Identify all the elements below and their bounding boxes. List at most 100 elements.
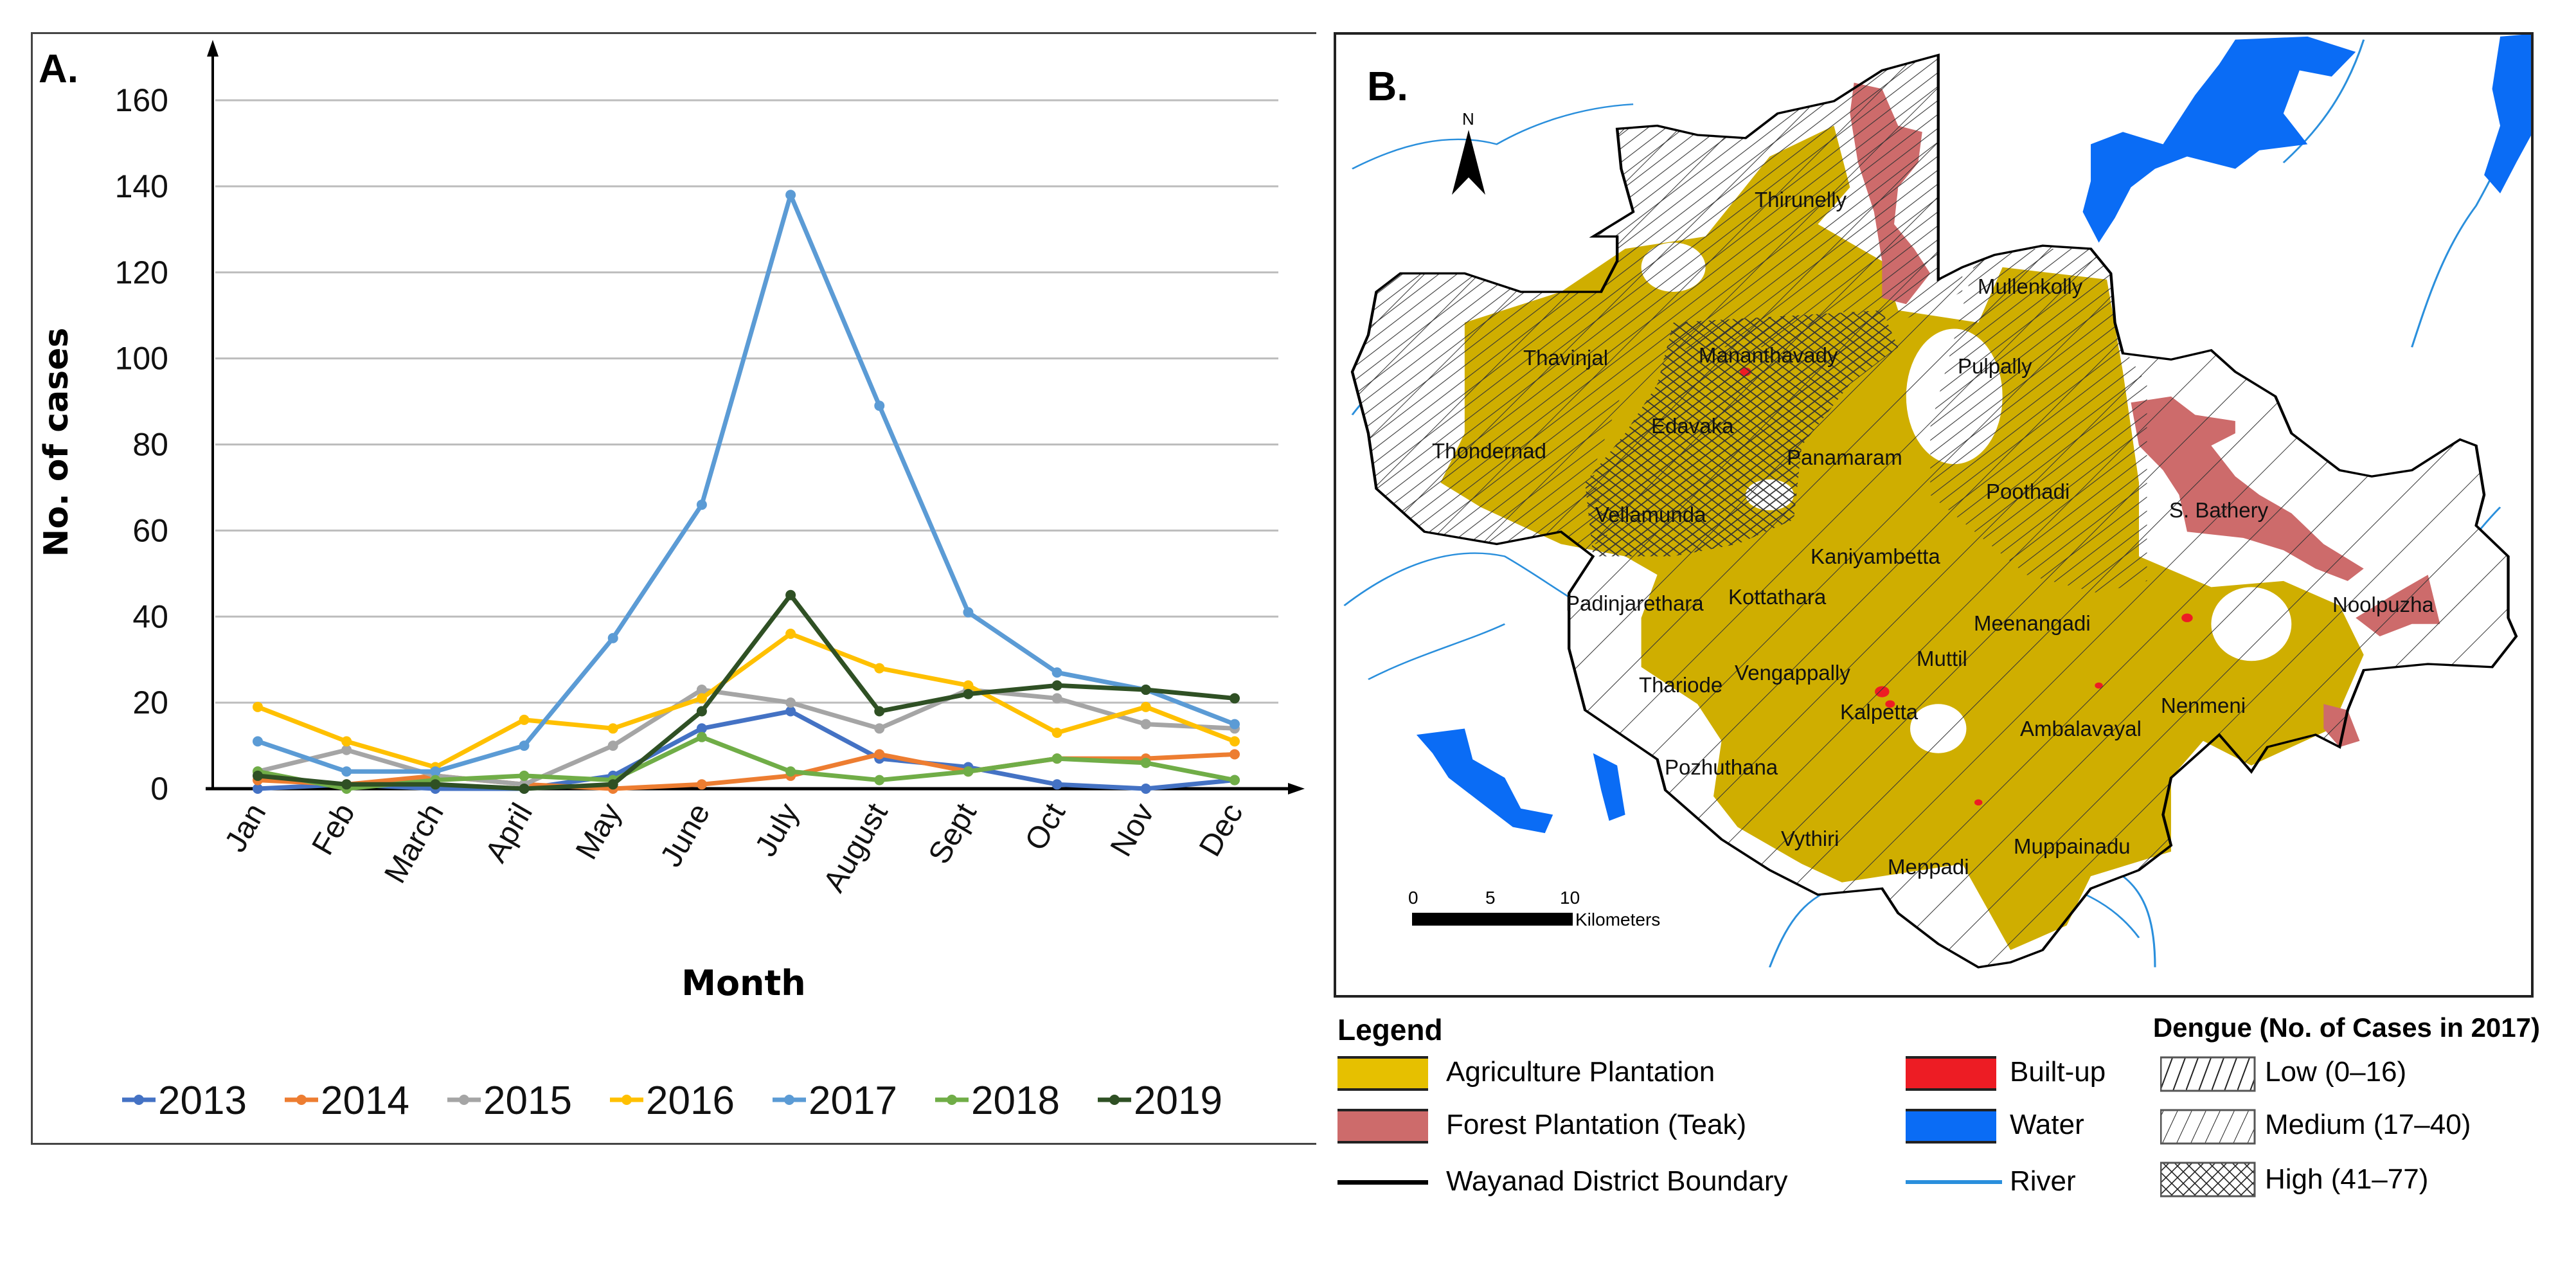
x-tick-label: April (479, 798, 539, 868)
data-point-2018 (1230, 775, 1240, 785)
legend-item-2016: 2016 (610, 1079, 735, 1123)
data-point-2013 (253, 784, 263, 794)
series-group (253, 190, 1240, 794)
place-label: Pozhuthana (1665, 755, 1778, 779)
x-tick-label: August (817, 798, 895, 898)
y-tick-label: 160 (115, 82, 168, 118)
legend-marker-icon (459, 1095, 469, 1105)
boundary-line-swatch (1337, 1180, 1428, 1185)
chart-legend: 2013 2014 2015 2016 2017 2018 2019 (122, 1079, 1222, 1123)
legend-label: 2013 (158, 1079, 247, 1123)
data-point-2017 (1230, 719, 1240, 730)
data-point-2016 (607, 723, 618, 734)
y-tick-label: 60 (132, 512, 168, 548)
place-label: S. Bathery (2169, 498, 2269, 522)
series-2016 (253, 629, 1240, 773)
scale-bar (1412, 913, 1573, 926)
y-tick-label: 40 (132, 598, 168, 634)
panel-label-b: B. (1367, 63, 1408, 109)
data-point-2017 (607, 632, 618, 643)
legend-teak: Forest Plantation (Teak) (1446, 1109, 1747, 1140)
legend-builtup: Built-up (2010, 1056, 2106, 1088)
legend-medium: Medium (17–40) (2265, 1109, 2471, 1140)
place-labels: Thirunelly Mullenkolly Thavinjal Mananthava… (1432, 188, 2434, 879)
data-point-2014 (1230, 749, 1240, 760)
teak-swatch (1337, 1109, 1428, 1144)
x-tick-label: Dec (1193, 798, 1250, 862)
data-point-2019 (696, 706, 707, 717)
data-point-2016 (963, 680, 974, 691)
place-label: Meenangadi (1974, 611, 2091, 635)
dengue-hatch-swatches (2160, 1056, 2256, 1198)
data-point-2015 (696, 685, 707, 695)
legend-high: High (41–77) (2265, 1163, 2429, 1195)
data-point-2016 (341, 736, 352, 747)
place-label: Mullenkolly (1978, 274, 2083, 298)
river-line-swatch (1906, 1180, 2002, 1184)
agriculture-swatch (1337, 1056, 1428, 1091)
medium-hatch-swatch (2160, 1109, 2256, 1145)
legend-item-2017: 2017 (773, 1079, 897, 1123)
dengue-legend-title: Dengue (No. of Cases in 2017) (2152, 1012, 2540, 1043)
series-2015 (253, 685, 1240, 790)
x-tick-label: March (378, 798, 451, 889)
place-label: Thirunelly (1755, 188, 1847, 211)
data-point-2016 (785, 629, 796, 640)
place-label: Thondernad (1432, 439, 1546, 463)
place-label: Kottathara (1728, 585, 1827, 609)
place-label: Muttil (1917, 647, 1967, 670)
legend-item-2014: 2014 (285, 1079, 409, 1123)
data-point-2019 (963, 688, 974, 699)
legend-label: 2014 (321, 1079, 409, 1123)
data-point-2013 (1051, 779, 1062, 790)
legend-label: 2017 (809, 1079, 897, 1123)
data-point-2017 (874, 400, 885, 411)
x-axis-arrow-icon (1288, 783, 1305, 794)
series-2019 (253, 589, 1240, 794)
dengue-hatching (1352, 55, 2517, 967)
data-point-2018 (696, 731, 707, 742)
data-point-2015 (341, 744, 352, 755)
place-label: Vythiri (1781, 827, 1839, 850)
data-point-2015 (607, 740, 618, 751)
data-point-2018 (785, 766, 796, 777)
legend-marker-icon (622, 1095, 632, 1105)
data-point-2018 (963, 766, 974, 777)
series-line-2017 (256, 192, 1236, 774)
x-tick-label: May (569, 798, 628, 865)
data-point-2017 (1051, 667, 1062, 678)
data-point-2019 (1051, 680, 1062, 691)
low-hatch-swatch (2160, 1056, 2256, 1092)
chart-panel (31, 32, 1316, 1145)
x-tick-label: July (749, 798, 806, 862)
map-legend-title: Legend (1337, 1013, 1443, 1046)
legend-marker-icon (1109, 1095, 1120, 1105)
data-point-2016 (874, 663, 885, 674)
data-point-2013 (785, 706, 796, 717)
legend-item-2015: 2015 (447, 1079, 572, 1123)
legend-item-2019: 2019 (1098, 1079, 1222, 1123)
legend-label: 2015 (483, 1079, 572, 1123)
water-swatch (1906, 1109, 1996, 1144)
builtup-swatch (1906, 1056, 1996, 1091)
place-label: Edavaka (1651, 414, 1734, 438)
data-point-2019 (253, 770, 263, 781)
x-tick-labels: Jan Feb March April May June July August Sept Oct… (219, 798, 1250, 898)
place-label: Ambalavayal (2020, 717, 2142, 740)
y-tick-label: 120 (115, 255, 168, 291)
y-tick-labels: 0 20 40 60 80 100 120 140 160 (115, 82, 168, 807)
legend-river: River (2010, 1165, 2076, 1197)
data-point-2013 (696, 723, 707, 734)
data-point-2019 (519, 784, 530, 794)
x-tick-label: Oct (1019, 798, 1072, 856)
data-point-2019 (607, 779, 618, 790)
data-point-2018 (519, 770, 530, 781)
place-label: Mananthavady (1699, 343, 1838, 367)
data-point-2019 (430, 779, 441, 790)
legend-boundary: Wayanad District Boundary (1446, 1165, 1788, 1197)
place-label: Thavinjal (1523, 346, 1608, 370)
legend-agriculture: Agriculture Plantation (1446, 1056, 1715, 1088)
place-label: Vellamunda (1595, 503, 1706, 526)
place-label: Vengappally (1735, 661, 1850, 685)
data-point-2017 (519, 740, 530, 751)
